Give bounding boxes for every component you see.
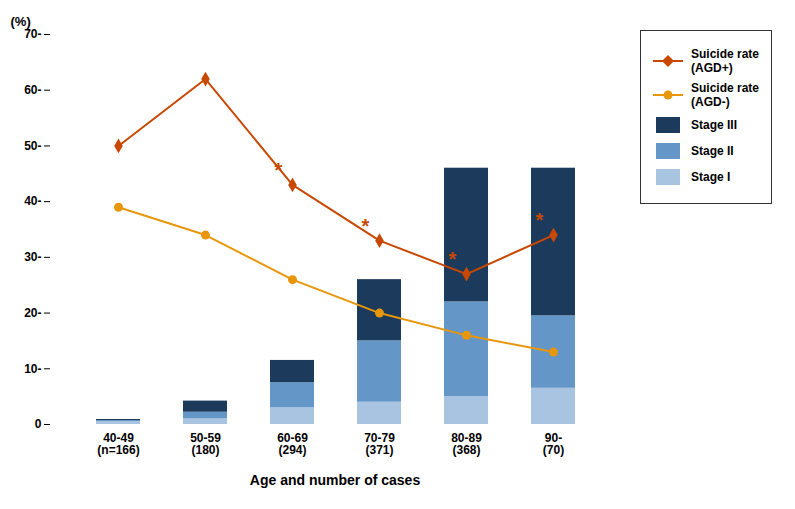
html-text:Suicide rate (AGD-): Suicide rate (AGD-) — [691, 81, 759, 109]
svg-text:30-: 30- — [24, 250, 41, 264]
svg-text:50-59(180): 50-59(180) — [190, 431, 221, 457]
html-text:Stage II: Stage II — [691, 144, 734, 158]
svg-text:*: * — [449, 248, 457, 270]
html-text:Age and number of cases: Age and number of cases — [249, 472, 421, 488]
svg-text:60-69(294): 60-69(294) — [277, 431, 308, 457]
svg-text:*: * — [536, 209, 544, 231]
svg-text:50-: 50- — [24, 139, 41, 153]
svg-text:20-: 20- — [24, 306, 41, 320]
svg-text:*: * — [275, 159, 283, 181]
html-text:Stage I: Stage I — [691, 170, 731, 184]
svg-text:70-79(371): 70-79(371) — [364, 431, 395, 457]
svg-text:90-(70): 90-(70) — [543, 431, 564, 457]
html-text:Suicide rate (AGD+): Suicide rate (AGD+) — [691, 47, 759, 75]
svg-text:10-: 10- — [24, 362, 41, 376]
svg-text:*: * — [362, 215, 370, 237]
svg-text:70-: 70- — [24, 27, 41, 41]
svg-text:80-89(368): 80-89(368) — [451, 431, 482, 457]
svg-text:(%): (%) — [11, 14, 31, 29]
svg-text:40-49(n=166): 40-49(n=166) — [97, 431, 139, 457]
svg-text:0: 0 — [35, 417, 42, 431]
svg-text:40-: 40- — [24, 194, 41, 208]
html-text:Stage III: Stage III — [691, 118, 737, 132]
svg-text:60-: 60- — [24, 83, 41, 97]
